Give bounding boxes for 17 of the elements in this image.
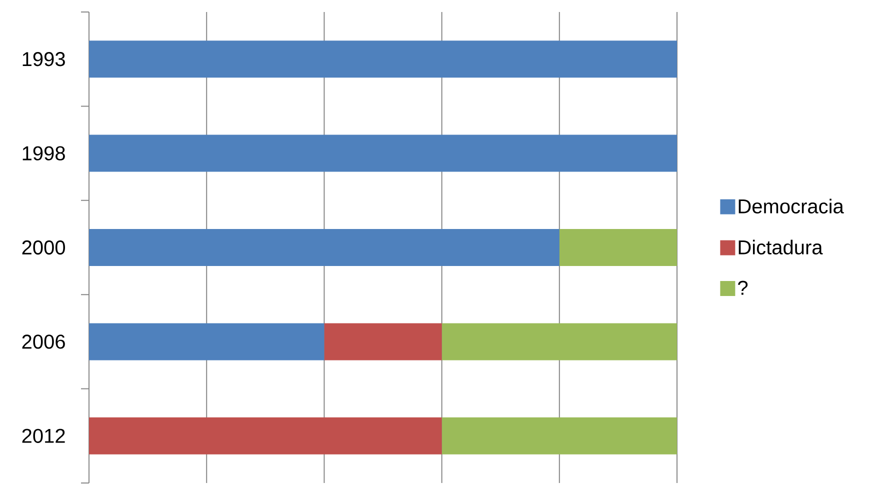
y-tick-label: 2000 <box>22 240 66 255</box>
bar <box>89 323 324 360</box>
y-tick-label: 1998 <box>22 146 65 160</box>
legend-label: Democracia <box>738 198 844 214</box>
bar <box>559 229 678 266</box>
bar <box>89 40 678 78</box>
legend-label: ? <box>738 280 748 295</box>
bar <box>89 417 442 454</box>
y-tick-label: 1993 <box>22 52 65 66</box>
y-tick-label: 2012 <box>22 428 65 443</box>
bar <box>442 417 678 454</box>
bar <box>89 134 678 172</box>
legend-label: Dictadura <box>738 240 823 254</box>
y-tick-label: 2006 <box>22 334 65 349</box>
bar <box>89 229 560 266</box>
bar <box>442 323 678 360</box>
bar <box>324 323 442 360</box>
